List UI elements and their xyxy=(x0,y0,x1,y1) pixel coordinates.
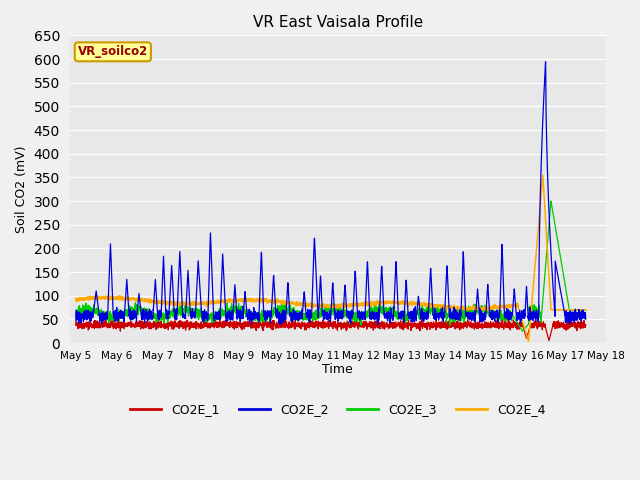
Title: VR East Vaisala Profile: VR East Vaisala Profile xyxy=(253,15,423,30)
Y-axis label: Soil CO2 (mV): Soil CO2 (mV) xyxy=(15,145,28,233)
Text: VR_soilco2: VR_soilco2 xyxy=(77,45,148,59)
Legend: CO2E_1, CO2E_2, CO2E_3, CO2E_4: CO2E_1, CO2E_2, CO2E_3, CO2E_4 xyxy=(125,398,550,421)
X-axis label: Time: Time xyxy=(323,363,353,376)
